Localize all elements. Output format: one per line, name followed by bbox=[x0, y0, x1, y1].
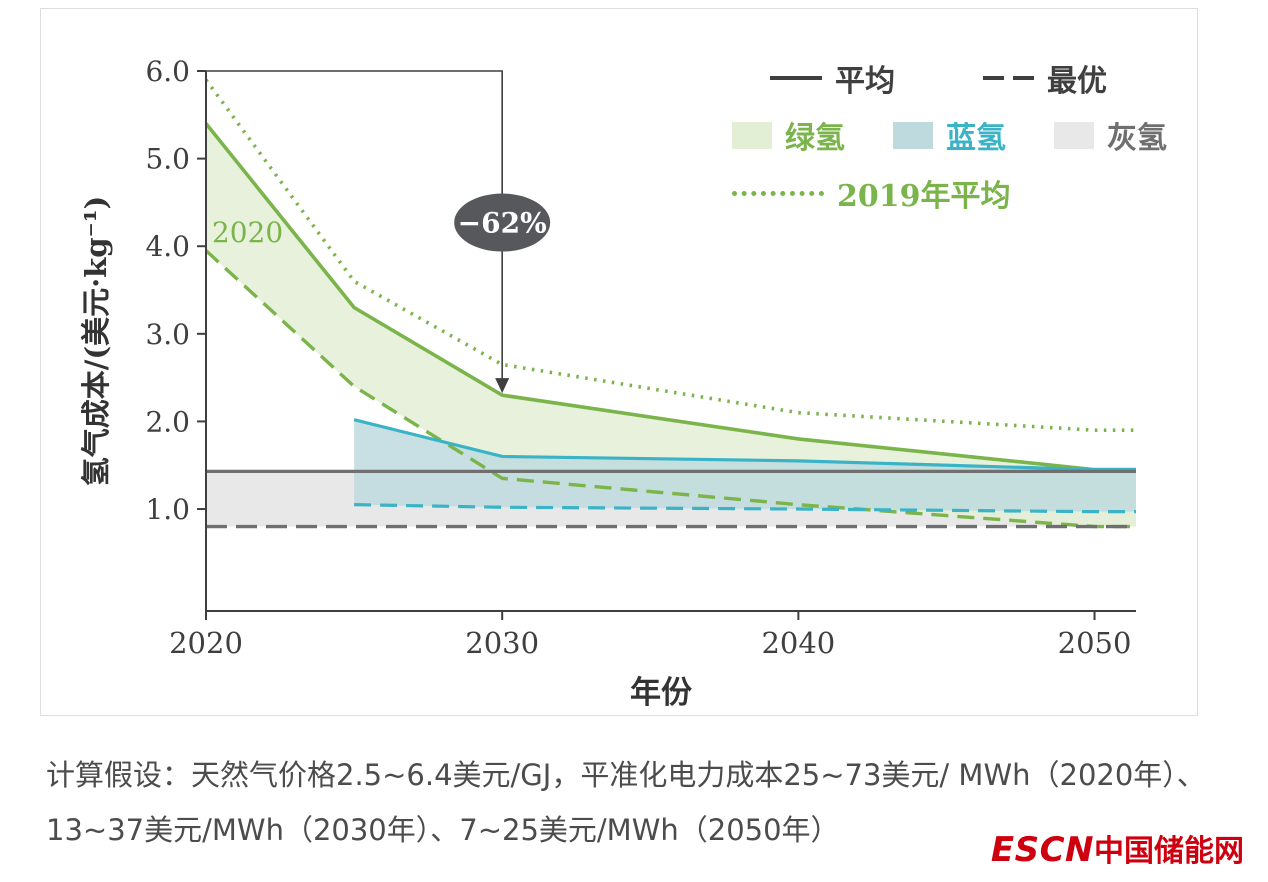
series-green-avg bbox=[204, 122, 1136, 472]
assumptions-caption: 计算假设：天然气价格2.5~6.4美元/GJ，平准化电力成本25~73美元/ M… bbox=[46, 758, 1206, 847]
annotation-bubble bbox=[454, 193, 551, 252]
series-blue-best bbox=[354, 503, 1136, 514]
annotation-arrowhead bbox=[495, 378, 510, 394]
y-tick-label: 1.0 bbox=[145, 493, 190, 526]
y-axis-title: 氢气成本/(美元·kg⁻¹) bbox=[79, 196, 113, 487]
chart-area: −62% 1.0 2.0 3.0 4.0 5.0 6.0 2020 2030 2040 2050 氢气… bbox=[42, 10, 1196, 714]
series-green-best bbox=[204, 249, 1136, 529]
escn-logo-latin: ESCN bbox=[990, 830, 1094, 870]
annotation-text: −62% bbox=[458, 207, 547, 240]
x-tick-label: 2050 bbox=[1058, 626, 1132, 660]
y-tick-label: 2.0 bbox=[145, 405, 190, 438]
y-tick-label: 3.0 bbox=[145, 318, 190, 351]
x-tick-label: 2030 bbox=[465, 626, 539, 660]
x-tick-label: 2040 bbox=[761, 626, 835, 660]
escn-logo: ESCN中国储能网 bbox=[991, 826, 1244, 870]
x-tick-label: 2020 bbox=[169, 626, 243, 660]
y-tick-label: 5.0 bbox=[145, 143, 190, 176]
series-green-2019-avg bbox=[204, 78, 1136, 432]
y-tick-label: 4.0 bbox=[145, 230, 190, 263]
escn-logo-chinese: 中国储能网 bbox=[1094, 834, 1244, 869]
x-axis-title: 年份 bbox=[630, 675, 692, 711]
y-tick-label: 6.0 bbox=[145, 55, 190, 88]
inline-year-label: 2020 bbox=[212, 216, 283, 249]
chart-card: −62% 1.0 2.0 3.0 4.0 5.0 6.0 2020 2030 2040 2050 氢气… bbox=[40, 8, 1198, 716]
series-blue-avg bbox=[353, 418, 1136, 472]
annotation-arrow-line bbox=[206, 70, 503, 380]
band-green bbox=[206, 123, 1136, 527]
hydrogen-cost-chart: −62% 1.0 2.0 3.0 4.0 5.0 6.0 2020 2030 2040 2050 氢气… bbox=[79, 55, 1136, 711]
band-blue bbox=[354, 419, 1136, 512]
